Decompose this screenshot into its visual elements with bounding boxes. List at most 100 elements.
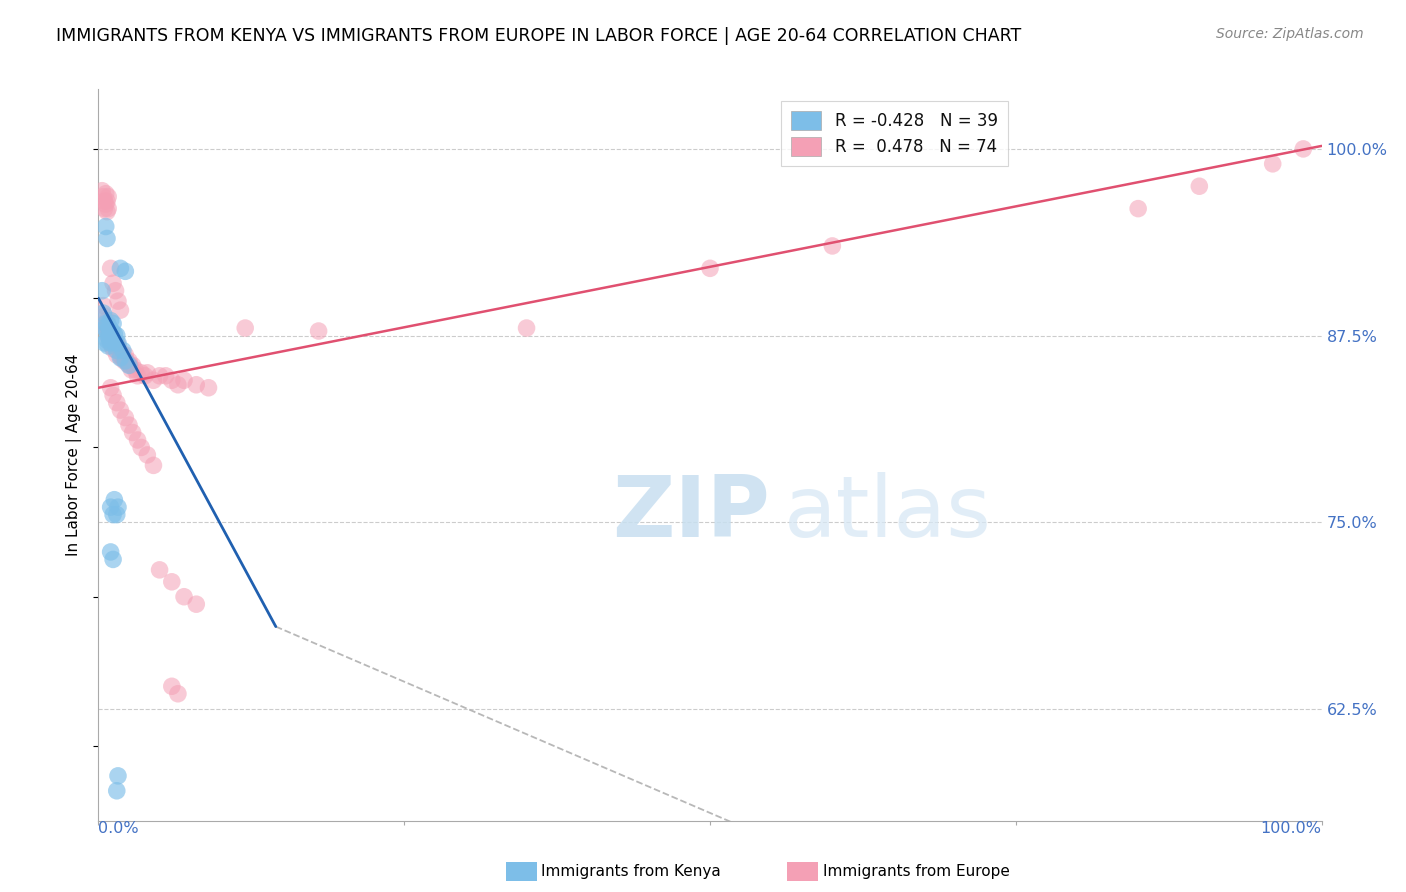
Point (100, 381, 122, 395)
Point (167, 377, 190, 392)
Point (93, 309, 115, 323)
Point (96, 313, 118, 327)
Point (111, 348, 134, 362)
Point (110, 303, 132, 318)
Point (103, 326, 125, 341)
Point (120, 363, 142, 377)
Point (100, 313, 122, 327)
Point (115, 354, 138, 368)
Point (173, 373, 195, 387)
Point (97, 339, 120, 353)
Point (136, 366, 159, 380)
Point (101, 328, 124, 343)
Point (105, 328, 128, 343)
Point (110, 261, 132, 276)
Point (105, 508, 128, 522)
Point (96, 231, 118, 245)
Text: atlas: atlas (783, 472, 991, 555)
Point (105, 395, 128, 409)
Point (197, 381, 219, 395)
Point (105, 343, 128, 358)
Point (149, 368, 172, 383)
Point (821, 239, 844, 253)
Point (97, 328, 120, 343)
Point (101, 277, 124, 291)
Y-axis label: In Labor Force | Age 20-64: In Labor Force | Age 20-64 (66, 354, 83, 556)
Point (93, 335, 115, 350)
Point (117, 357, 139, 371)
Point (173, 590, 195, 604)
Point (110, 403, 132, 417)
Text: Source: ZipAtlas.com: Source: ZipAtlas.com (1216, 27, 1364, 41)
Point (167, 687, 190, 701)
Point (98, 331, 121, 345)
Point (97, 202, 120, 216)
Point (100, 545, 122, 559)
Point (118, 418, 141, 433)
Point (129, 441, 152, 455)
Point (1128, 202, 1150, 216)
Point (111, 351, 134, 365)
Point (105, 784, 128, 798)
Point (112, 354, 135, 368)
Point (127, 368, 149, 383)
Point (96, 204, 118, 219)
Point (98, 333, 121, 347)
Point (94, 197, 117, 211)
Point (1188, 179, 1211, 194)
Point (121, 359, 143, 373)
Point (186, 377, 208, 392)
Point (124, 363, 146, 377)
Point (308, 324, 330, 338)
Point (103, 335, 125, 350)
Point (101, 333, 124, 347)
Point (97, 321, 120, 335)
Point (127, 433, 149, 447)
Point (155, 368, 177, 383)
Point (91, 299, 114, 313)
Point (108, 343, 131, 358)
Point (101, 324, 124, 338)
Point (149, 563, 172, 577)
Point (136, 448, 159, 462)
Point (104, 335, 127, 350)
Text: 100.0%: 100.0% (1261, 821, 1322, 836)
Point (91, 189, 114, 203)
Point (107, 339, 129, 353)
Point (97, 318, 120, 332)
Point (94, 318, 117, 332)
Point (114, 348, 136, 362)
Point (186, 597, 208, 611)
Point (98, 324, 121, 338)
Point (110, 348, 132, 362)
Point (93, 321, 115, 335)
Point (101, 508, 124, 522)
Point (97, 189, 120, 203)
Point (699, 261, 721, 276)
Point (101, 339, 124, 353)
Point (1292, 142, 1315, 156)
Point (105, 335, 128, 350)
Text: Immigrants from Europe: Immigrants from Europe (823, 864, 1010, 879)
Point (121, 425, 143, 440)
Point (110, 351, 132, 365)
Text: IMMIGRANTS FROM KENYA VS IMMIGRANTS FROM EUROPE IN LABOR FORCE | AGE 20-64 CORRE: IMMIGRANTS FROM KENYA VS IMMIGRANTS FROM… (56, 27, 1022, 45)
Point (96, 333, 118, 347)
Text: ZIP: ZIP (612, 472, 770, 555)
Point (96, 194, 118, 209)
Point (105, 348, 128, 362)
Point (94, 219, 117, 234)
Point (107, 769, 129, 783)
Point (100, 335, 122, 350)
Point (100, 261, 122, 276)
Point (96, 324, 118, 338)
Point (94, 186, 117, 201)
Point (103, 492, 125, 507)
Point (1261, 157, 1284, 171)
Point (91, 184, 114, 198)
Point (134, 368, 156, 383)
Point (142, 373, 165, 387)
Point (97, 328, 120, 343)
Point (107, 294, 129, 309)
Point (233, 321, 256, 335)
